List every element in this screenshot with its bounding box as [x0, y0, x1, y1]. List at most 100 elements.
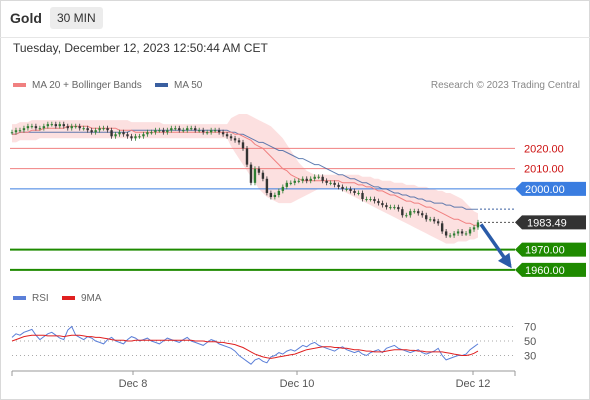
candle-body [94, 130, 97, 133]
candle-body [389, 207, 392, 209]
candle-body [369, 199, 372, 201]
rsi-tick-label: 70 [524, 322, 536, 334]
candle-body [58, 124, 61, 127]
interval-button[interactable]: 30 MIN [50, 7, 103, 29]
candle-body [249, 164, 253, 183]
level-label: 2010.00 [524, 164, 564, 176]
level-tag [515, 242, 586, 257]
last-price-label: 1983.49 [527, 217, 567, 229]
legend-label-ma20: MA 20 + Bollinger Bands [32, 80, 142, 91]
candle-body [393, 207, 396, 209]
candle-body [425, 215, 428, 220]
candle-body [313, 176, 316, 179]
candle-body [301, 178, 304, 181]
candle-body [440, 223, 444, 232]
candle-body [444, 231, 448, 236]
candle-body [225, 134, 229, 137]
candle-body [138, 136, 141, 138]
rsi-tick-label: 50 [524, 336, 536, 348]
candle-body [10, 132, 14, 134]
candle-body [397, 207, 400, 210]
candle-body [213, 130, 217, 132]
legend-item-9ma: 9MA [62, 293, 102, 304]
price-panel: 2020.00 2010.00 2000.00 1970.00 1960.00 1983.… [10, 114, 586, 277]
candle-body [209, 130, 213, 133]
candle-body [126, 134, 129, 137]
candle-body [429, 219, 432, 221]
level-label: 1960.00 [525, 265, 565, 277]
candle-body [14, 130, 18, 133]
candle-body [436, 221, 440, 224]
candle-body [178, 128, 181, 131]
x-tick-label: Dec 10 [280, 378, 315, 390]
candle-body [385, 205, 388, 208]
level-tag [515, 262, 586, 277]
candle-body [74, 126, 77, 128]
candle-body [285, 182, 289, 187]
candle-body [241, 142, 245, 149]
candle-body [106, 128, 109, 131]
candle-body [110, 130, 113, 137]
symbol-label: Gold [10, 10, 42, 26]
candle-body [253, 168, 257, 183]
candle-body [472, 227, 476, 230]
rsi-9ma-line [11, 334, 479, 359]
candle-body [377, 201, 380, 204]
legend-swatch-rsi [13, 296, 26, 301]
candle-body [62, 124, 65, 127]
candle-body [197, 130, 201, 132]
x-tick-label: Dec 12 [456, 378, 491, 390]
candle-body [281, 186, 285, 191]
candle-body [349, 188, 352, 191]
candle-body [448, 235, 452, 237]
rsi-panel: 70 50 30 [11, 322, 536, 365]
candle-body [229, 136, 233, 139]
candle-body [194, 128, 197, 131]
rsi-line [11, 325, 479, 365]
candle-body [460, 231, 464, 234]
candle-body [233, 138, 237, 141]
candle-body [90, 130, 93, 133]
candle-body [205, 132, 209, 134]
candle-body [381, 203, 384, 206]
candle-body [237, 140, 241, 143]
candle-body [329, 182, 332, 184]
legend-label-9ma: 9MA [81, 293, 102, 304]
candle-body [70, 126, 73, 129]
last-price-tag [515, 215, 586, 230]
candle-body [289, 182, 293, 184]
candle-body [325, 180, 328, 183]
candle-body [150, 132, 153, 134]
candle-body [269, 192, 273, 198]
candle-body [166, 130, 169, 133]
legend-item-rsi: RSI [13, 293, 49, 304]
candle-body [114, 134, 117, 137]
candle-body [46, 124, 50, 127]
timestamp: Tuesday, December 12, 2023 12:50:44 AM C… [13, 41, 268, 55]
candle-body [257, 168, 261, 173]
candle-body [452, 233, 456, 236]
candle-body [401, 209, 404, 216]
candle-body [217, 130, 221, 133]
candle-body [421, 213, 424, 216]
bollinger-band [12, 114, 478, 244]
ma50-line [12, 129, 478, 210]
candle-body [38, 128, 42, 130]
candle-body [154, 130, 157, 133]
candle-body [174, 128, 177, 130]
candle-body [341, 186, 344, 189]
candle-body [201, 130, 205, 133]
legend-label-ma50: MA 50 [174, 80, 203, 91]
candle-body [122, 132, 125, 135]
candle-body [305, 178, 308, 181]
candle-body [464, 233, 468, 235]
candle-body [468, 229, 472, 234]
candle-body [432, 219, 436, 222]
candle-body [158, 130, 161, 132]
time-axis: Dec 8 Dec 10 Dec 12 [11, 370, 516, 390]
candle-body [409, 211, 412, 216]
candle-body [142, 134, 145, 137]
candle-body [277, 190, 281, 195]
rsi-tick-label: 30 [524, 351, 536, 363]
